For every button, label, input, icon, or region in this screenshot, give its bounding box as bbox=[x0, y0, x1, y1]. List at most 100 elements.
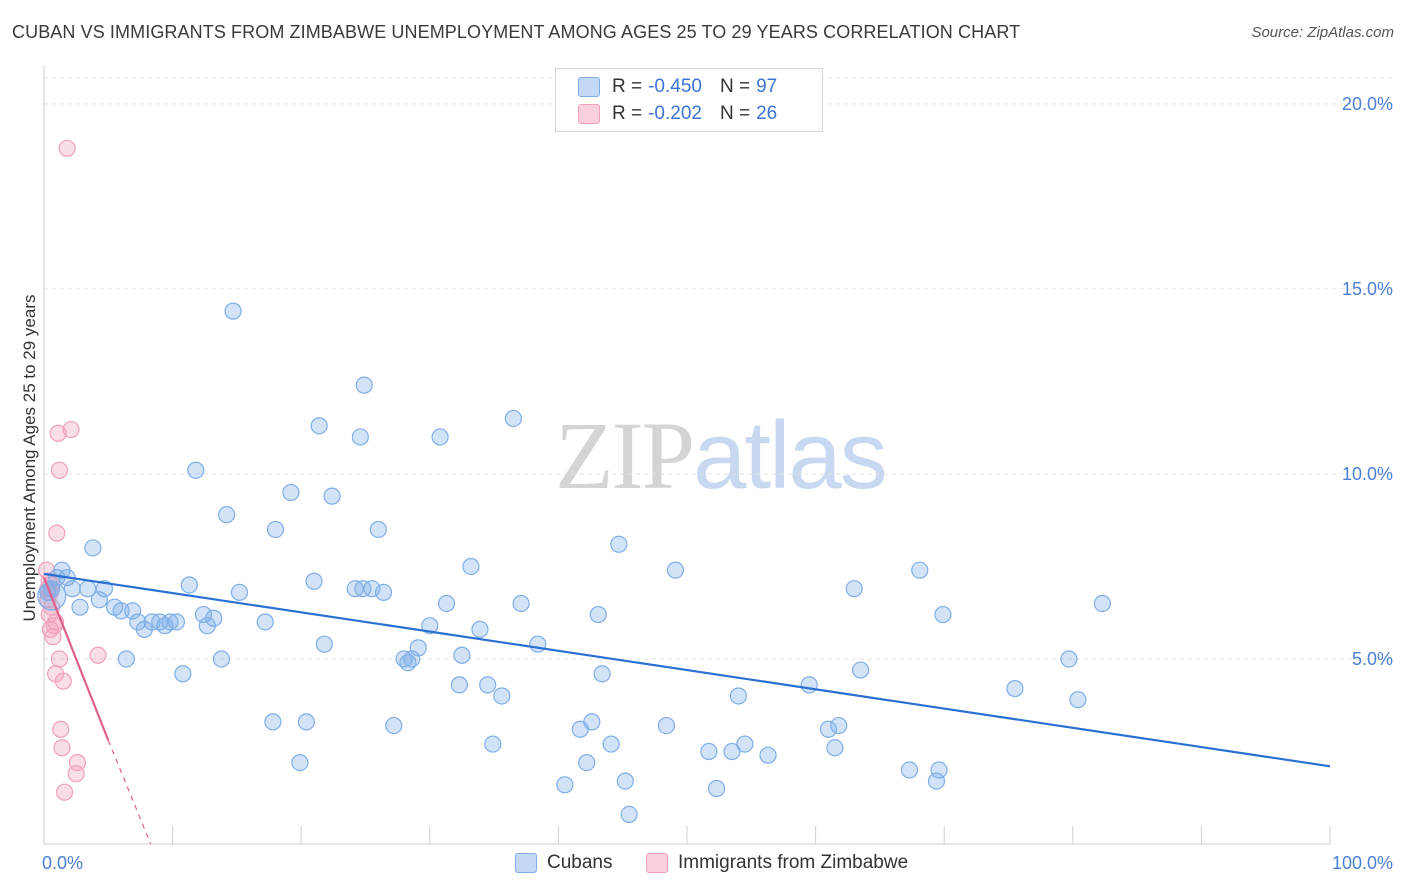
cubans-point bbox=[174, 665, 192, 683]
zimbabwe-point bbox=[55, 783, 74, 801]
cubans-point bbox=[354, 580, 372, 598]
cubans-point bbox=[927, 772, 946, 790]
cubans-point bbox=[264, 713, 282, 731]
cubans-point bbox=[95, 580, 114, 598]
cubans-point bbox=[374, 583, 393, 601]
r-value: -0.450 bbox=[648, 76, 702, 97]
cubans-point bbox=[305, 572, 323, 590]
cubans-point bbox=[323, 487, 341, 505]
cubans-point bbox=[1006, 679, 1024, 698]
cubans-point bbox=[291, 753, 309, 772]
cubans-point bbox=[161, 613, 179, 631]
r-value: -0.202 bbox=[648, 103, 702, 124]
cubans-swatch bbox=[578, 77, 600, 97]
cubans-point bbox=[1069, 691, 1087, 709]
zimbabwe-trend-extension bbox=[107, 740, 152, 845]
cubans-point bbox=[71, 598, 89, 616]
cubans-point bbox=[471, 620, 489, 638]
cubans-point bbox=[512, 594, 530, 613]
y-tick-label: 10.0% bbox=[1342, 464, 1393, 484]
chart-title: CUBAN VS IMMIGRANTS FROM ZIMBABWE UNEMPL… bbox=[12, 22, 1021, 42]
cubans-point bbox=[484, 735, 502, 753]
cubans-point bbox=[218, 506, 236, 524]
zimbabwe-point bbox=[54, 672, 72, 690]
cubans-point bbox=[700, 742, 718, 761]
n-value: 26 bbox=[756, 103, 778, 124]
zimbabwe-legend-label: Immigrants from Zimbabwe bbox=[678, 852, 909, 873]
cubans-point bbox=[310, 417, 328, 435]
cubans-point bbox=[187, 461, 205, 479]
cubans-point bbox=[578, 753, 596, 772]
zimbabwe-point bbox=[62, 420, 80, 439]
cubans-point bbox=[462, 557, 480, 576]
cubans-point bbox=[723, 742, 741, 761]
cubans-point bbox=[620, 805, 638, 823]
cubans-point bbox=[431, 428, 449, 446]
cubans-point bbox=[930, 761, 948, 779]
zimbabwe-point bbox=[50, 650, 69, 668]
x-tick-label-max: 100.0% bbox=[1332, 853, 1393, 873]
n-label: N = bbox=[719, 76, 751, 97]
zimbabwe-point bbox=[49, 424, 67, 442]
cubans-point bbox=[355, 376, 373, 394]
y-tick-label: 15.0% bbox=[1342, 279, 1393, 299]
cubans-point bbox=[256, 613, 274, 631]
cubans-point bbox=[450, 676, 468, 694]
cubans-point bbox=[180, 576, 198, 594]
cubans-point bbox=[315, 635, 333, 653]
cubans-legend-label: Cubans bbox=[547, 852, 613, 873]
cubans-point bbox=[479, 676, 497, 694]
cubans-point bbox=[453, 646, 471, 664]
cubans-point bbox=[593, 665, 611, 683]
cubans-point bbox=[282, 483, 300, 502]
cubans-point bbox=[911, 561, 929, 579]
n-label: N = bbox=[719, 103, 751, 124]
legend-item-zimbabwe[interactable]: Immigrants from Zimbabwe bbox=[646, 852, 908, 874]
cubans-point bbox=[1093, 594, 1111, 613]
zimbabwe-point bbox=[50, 461, 69, 479]
zimbabwe-point bbox=[89, 646, 107, 664]
cubans-point bbox=[729, 687, 748, 705]
cubans-point bbox=[529, 635, 547, 653]
cubans-point bbox=[124, 602, 142, 620]
stats-legend: R = -0.450 N = 97 R = -0.202 N = 26 bbox=[555, 68, 823, 132]
zimbabwe-point bbox=[52, 720, 70, 738]
zimbabwe-point bbox=[68, 753, 87, 772]
cubans-point bbox=[63, 580, 81, 598]
cubans-point bbox=[707, 779, 726, 798]
cubans-point bbox=[351, 428, 369, 446]
cubans-point bbox=[230, 583, 249, 601]
zimbabwe-trend-line bbox=[42, 577, 110, 741]
cubans-point bbox=[1060, 650, 1078, 668]
cubans-point bbox=[759, 746, 777, 764]
cubans-point bbox=[556, 776, 574, 794]
x-tick-label-min: 0.0% bbox=[42, 853, 83, 873]
r-label: R = bbox=[612, 103, 643, 124]
cubans-point bbox=[84, 539, 102, 557]
cubans-legend-swatch bbox=[515, 853, 537, 873]
zimbabwe-swatch bbox=[578, 104, 600, 124]
cubans-point bbox=[800, 676, 818, 694]
cubans-point bbox=[830, 716, 848, 735]
y-tick-label: 5.0% bbox=[1352, 649, 1393, 669]
legend-row-zimbabwe: R = -0.202 N = 26 bbox=[578, 101, 777, 127]
cubans-point bbox=[90, 591, 108, 609]
legend-item-cubans[interactable]: Cubans bbox=[515, 852, 613, 874]
cubans-point bbox=[736, 735, 754, 753]
cubans-point bbox=[602, 735, 620, 753]
watermark: ZIPatlas bbox=[555, 400, 888, 511]
cubans-point bbox=[437, 594, 456, 613]
cubans-point bbox=[212, 650, 231, 668]
cubans-point bbox=[385, 716, 403, 735]
source-label: Source: ZipAtlas.com bbox=[1251, 24, 1394, 41]
watermark-atlas: atlas bbox=[693, 402, 888, 509]
cubans-point bbox=[504, 409, 522, 428]
cubans-point bbox=[421, 617, 439, 635]
cubans-point bbox=[819, 720, 838, 738]
cubans-point bbox=[493, 687, 511, 705]
zimbabwe-point bbox=[48, 524, 66, 542]
cubans-point bbox=[616, 772, 634, 790]
cubans-point bbox=[409, 639, 427, 657]
zimbabwe-point bbox=[58, 139, 76, 157]
cubans-point bbox=[845, 580, 863, 598]
